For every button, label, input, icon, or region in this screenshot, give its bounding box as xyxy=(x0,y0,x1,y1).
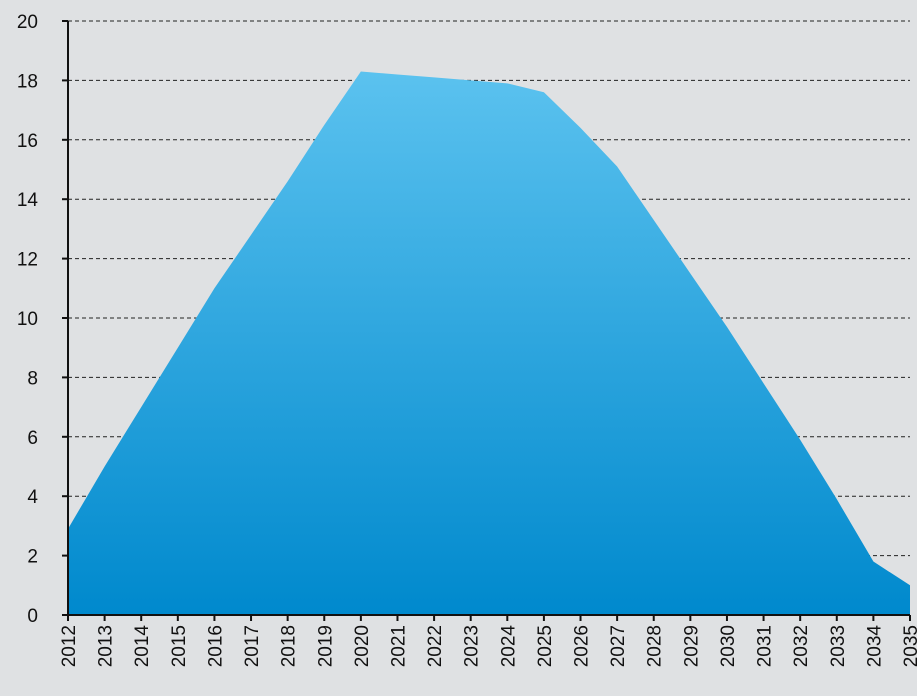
x-tick-label: 2023 xyxy=(462,625,483,667)
x-tick-label: 2029 xyxy=(681,625,702,667)
y-tick-label: 8 xyxy=(27,368,38,389)
y-tick-label: 10 xyxy=(17,309,38,330)
y-tick-label: 16 xyxy=(17,131,38,152)
x-tick-label: 2021 xyxy=(388,625,409,667)
x-tick-label: 2033 xyxy=(828,625,849,667)
x-tick-label: 2019 xyxy=(315,625,336,667)
x-tick-label: 2013 xyxy=(96,625,117,667)
y-tick-label: 20 xyxy=(17,12,38,33)
x-tick-label: 2018 xyxy=(279,625,300,667)
y-tick-label: 4 xyxy=(27,487,38,508)
y-tick-labels: 0 2 4 6 8 10 12 14 16 18 20 xyxy=(17,12,39,627)
x-tick-label: 2015 xyxy=(169,625,190,667)
y-tick-label: 0 xyxy=(27,606,38,627)
x-tick-label: 2012 xyxy=(59,625,80,667)
x-tick-label: 2014 xyxy=(132,625,153,668)
x-tick-label: 2032 xyxy=(791,625,812,667)
x-tick-label: 2025 xyxy=(535,625,556,667)
x-tick-label: 2016 xyxy=(205,625,226,667)
x-tick-label: 2027 xyxy=(608,625,629,667)
y-tick-label: 12 xyxy=(17,250,38,271)
y-tick-label: 18 xyxy=(17,71,38,92)
y-tick-label: 14 xyxy=(17,190,39,211)
x-tick-label: 2022 xyxy=(425,625,446,667)
x-tick-label: 2020 xyxy=(352,625,373,667)
y-tick-label: 2 xyxy=(27,547,38,568)
x-tick-label: 2024 xyxy=(498,625,519,668)
x-tick-label: 2017 xyxy=(242,625,263,667)
x-tick-label: 2035 xyxy=(901,625,917,667)
axes xyxy=(62,20,911,621)
x-tick-label: 2026 xyxy=(572,625,593,667)
x-tick-label: 2031 xyxy=(755,625,776,667)
y-tick-label: 6 xyxy=(27,428,38,449)
x-tick-label: 2034 xyxy=(864,625,885,668)
x-tick-labels: 2012 2013 2014 2015 2016 2017 2018 2019 2020 2021… xyxy=(59,625,917,668)
area-fill xyxy=(68,71,910,616)
x-tick-label: 2030 xyxy=(718,625,739,667)
x-tick-label: 2028 xyxy=(645,625,666,667)
area-series xyxy=(68,71,910,616)
